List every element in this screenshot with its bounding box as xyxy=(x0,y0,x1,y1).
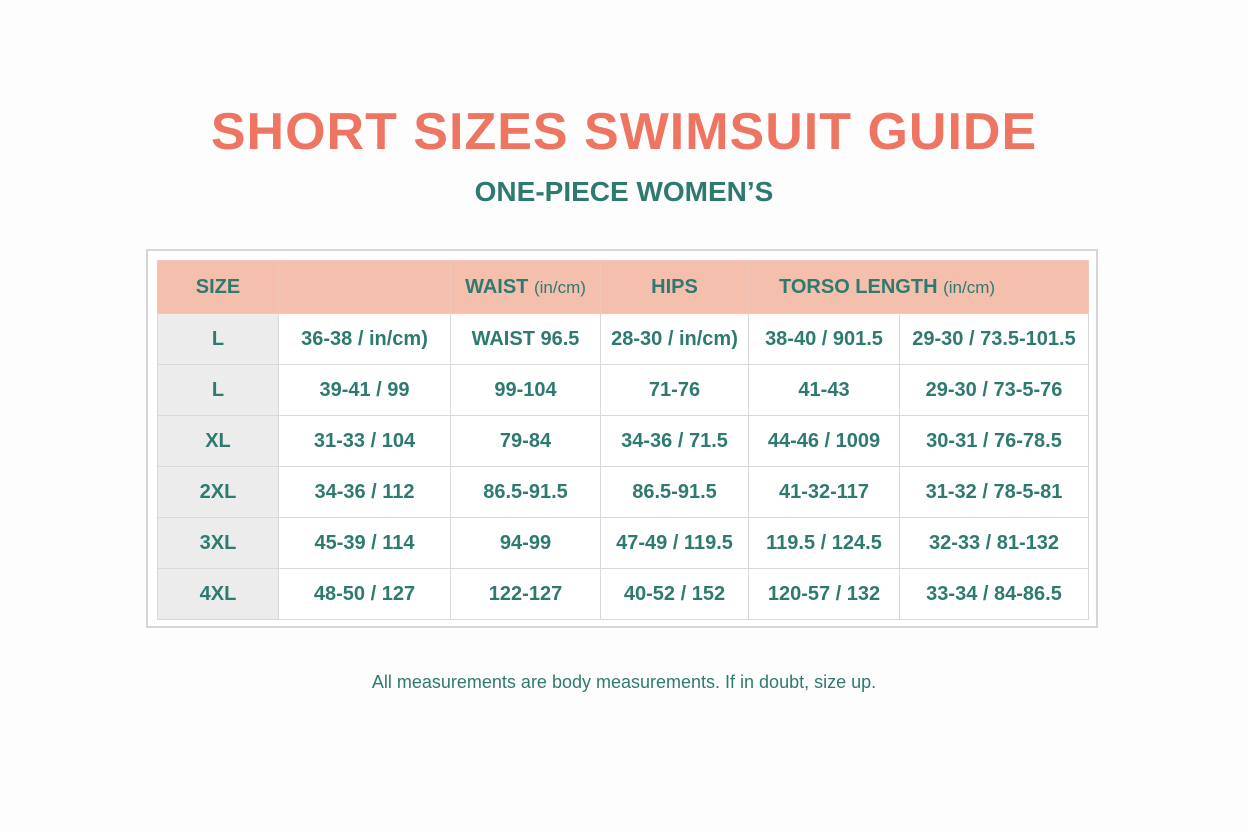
measure-cell: 28-30 / in/cm) xyxy=(600,313,749,365)
size-cell: XL xyxy=(157,415,279,467)
size-cell: 2XL xyxy=(157,466,279,518)
title: SHORT SIZES SWIMSUIT GUIDE xyxy=(210,103,1038,161)
measure-cell: 39-41 / 99 xyxy=(278,364,451,416)
header-cell: TORSO LENGTH (in/cm) xyxy=(747,260,1090,314)
header-row: SIZE WAIST (in/cm) HIPS TORSO LENGTH (in… xyxy=(157,260,1090,314)
measure-cell: 47-49 / 119.5 xyxy=(600,517,749,569)
measure-cell: 79-84 xyxy=(450,415,601,467)
measure-cell: 31-33 / 104 xyxy=(278,415,451,467)
size-cell: 3XL xyxy=(157,517,279,569)
table-row: L 36-38 / in/cm) WAIST 96.5 28-30 / in/cm) 3… xyxy=(157,313,1090,365)
measure-cell: 86.5-91.5 xyxy=(450,466,601,518)
measure-cell: 32-33 / 81-132 xyxy=(898,517,1090,569)
measure-cell: 36-38 / in/cm) xyxy=(278,313,451,365)
header-label: WAIST xyxy=(465,275,529,298)
measure-cell: 29-30 / 73.5-101.5 xyxy=(898,313,1090,365)
table-row: 3XL 45-39 / 114 94-99 47-49 / 119.5 119.5 / … xyxy=(157,517,1090,569)
measure-cell: 71-76 xyxy=(600,364,749,416)
measure-cell: 34-36 / 112 xyxy=(278,466,451,518)
measure-cell: 48-50 / 127 xyxy=(278,568,451,620)
measure-cell: 120-57 / 132 xyxy=(748,568,900,620)
size-cell: 4XL xyxy=(157,568,279,620)
measure-cell: 34-36 / 71.5 xyxy=(600,415,749,467)
measure-cell: 33-34 / 84-86.5 xyxy=(898,568,1090,620)
footnote: All measurements are body measurements. … xyxy=(371,672,877,692)
header-cell: WAIST (in/cm) xyxy=(450,260,601,314)
header-cell: SIZE xyxy=(157,260,279,314)
measure-cell: 41-43 xyxy=(748,364,900,416)
table-frame: SIZE WAIST (in/cm) HIPS TORSO LENGTH (in… xyxy=(146,249,1098,628)
measure-cell: 94-99 xyxy=(450,517,601,569)
measure-cell: WAIST 96.5 xyxy=(450,313,601,365)
table-row: XL 31-33 / 104 79-84 34-36 / 71.5 44-46 / 10… xyxy=(157,415,1090,467)
measure-cell: 86.5-91.5 xyxy=(600,466,749,518)
table-row: 4XL 48-50 / 127 122-127 40-52 / 152 120-57 /… xyxy=(157,568,1090,620)
measure-cell: 44-46 / 1009 xyxy=(748,415,900,467)
measure-cell: 99-104 xyxy=(450,364,601,416)
size-cell: L xyxy=(157,364,279,416)
measure-cell: 40-52 / 152 xyxy=(600,568,749,620)
table-row: 2XL 34-36 / 112 86.5-91.5 86.5-91.5 41-32-11… xyxy=(157,466,1090,518)
measure-cell: 45-39 / 114 xyxy=(278,517,451,569)
measure-cell: 29-30 / 73-5-76 xyxy=(898,364,1090,416)
header-cell: HIPS xyxy=(600,260,749,314)
header-unit: (in/cm) xyxy=(533,277,586,297)
measure-cell: 122-127 xyxy=(450,568,601,620)
table-body: L 36-38 / in/cm) WAIST 96.5 28-30 / in/cm) 3… xyxy=(157,313,1090,620)
measure-cell: 41-32-117 xyxy=(748,466,900,518)
measure-cell: 30-31 / 76-78.5 xyxy=(898,415,1090,467)
measure-cell: 119.5 / 124.5 xyxy=(748,517,900,569)
header-cell xyxy=(278,260,451,314)
measure-cell: 38-40 / 901.5 xyxy=(748,313,900,365)
measure-cell: 31-32 / 78-5-81 xyxy=(898,466,1090,518)
size-cell: L xyxy=(157,313,279,365)
header-unit: (in/cm) xyxy=(943,277,996,297)
size-table: SIZE WAIST (in/cm) HIPS TORSO LENGTH (in… xyxy=(157,260,1090,620)
subtitle: ONE-PIECE WOMEN’S xyxy=(474,176,774,207)
header-label: TORSO LENGTH xyxy=(779,275,938,298)
table-row: L 39-41 / 99 99-104 71-76 41-43 29-30 / 73-5-… xyxy=(157,364,1090,416)
